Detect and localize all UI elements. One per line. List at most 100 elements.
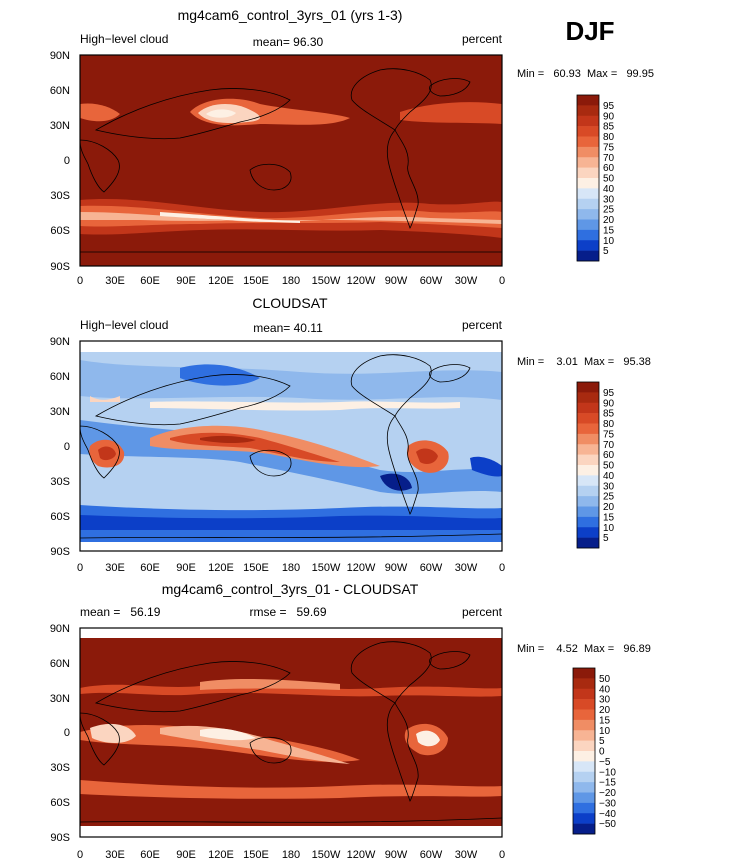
x-tick-label: 0 — [499, 849, 505, 861]
colorbar-frame — [572, 667, 596, 835]
colorbar-swatch — [573, 823, 595, 835]
colorbar-swatch — [577, 188, 599, 200]
colorbar-label: 80 — [603, 419, 615, 430]
colorbar-swatch — [577, 105, 599, 117]
y-tick-label: 60S — [50, 511, 70, 523]
colorbar-swatch — [573, 761, 595, 773]
x-tick-label: 90E — [176, 562, 196, 574]
colorbar-label: 10 — [603, 523, 615, 534]
x-tick-label: 60E — [140, 562, 160, 574]
colorbar-label: −15 — [599, 778, 616, 789]
x-tick-label: 30E — [105, 562, 125, 574]
panel-model: mg4cam6_control_3yrs_01 (yrs 1-3) High−l… — [50, 7, 654, 287]
colorbar-swatch — [573, 678, 595, 690]
panel-observation: CLOUDSAT High−level cloud mean= 40.11 pe… — [50, 295, 651, 574]
x-tick-label: 90E — [176, 849, 196, 861]
x-tick-label: 150W — [312, 275, 341, 287]
y-tick-label: 60N — [50, 658, 70, 670]
colorbar-label: −50 — [599, 819, 616, 830]
colorbar-swatch — [577, 250, 599, 262]
x-tick-label: 120E — [208, 562, 234, 574]
x-tick-label: 30W — [455, 849, 478, 861]
colorbar-label: 40 — [603, 184, 615, 195]
x-tick-label: 60E — [140, 849, 160, 861]
colorbar-swatch — [577, 485, 599, 497]
panel-center-label: mean= 96.30 — [253, 35, 324, 49]
colorbar-swatch — [573, 802, 595, 814]
x-tick-label: 120W — [347, 275, 376, 287]
x-tick-label: 30E — [105, 275, 125, 287]
x-tick-label: 120E — [208, 849, 234, 861]
colorbar-label: −30 — [599, 798, 616, 809]
colorbar-label: 10 — [603, 236, 615, 247]
panel-center-label: mean= 40.11 — [253, 321, 323, 335]
colorbar-label: 25 — [603, 205, 615, 216]
panel-right-label: percent — [462, 318, 503, 332]
panel-left-label: High−level cloud — [80, 318, 168, 332]
colorbar-label: 75 — [603, 429, 615, 440]
panel-left-label: mean = 56.19 — [80, 605, 161, 619]
y-tick-label: 90S — [50, 832, 70, 844]
colorbar-label: −40 — [599, 809, 616, 820]
x-tick-label: 60W — [420, 275, 443, 287]
y-tick-label: 30S — [50, 190, 70, 202]
map-frame — [79, 627, 503, 838]
x-tick-label: 30W — [455, 562, 478, 574]
colorbar-label: 25 — [603, 492, 615, 503]
colorbar-swatch — [577, 516, 599, 528]
colorbar-label: 40 — [603, 471, 615, 482]
colorbar-label: 85 — [603, 122, 615, 133]
colorbar-label: 60 — [603, 163, 615, 174]
x-tick-label: 90E — [176, 275, 196, 287]
coastlines — [80, 354, 502, 539]
y-tick-label: 0 — [64, 727, 70, 739]
colorbar-swatch — [577, 209, 599, 220]
colorbar-swatch — [577, 506, 599, 518]
y-tick-label: 90S — [50, 546, 70, 558]
map-field — [80, 55, 502, 266]
colorbar-swatch — [577, 229, 599, 241]
colorbar-label: 85 — [603, 409, 615, 420]
colorbar-swatch — [577, 178, 599, 189]
colorbar-label: 15 — [599, 715, 611, 726]
colorbar-swatch — [577, 465, 599, 476]
x-tick-label: 180 — [282, 275, 300, 287]
colorbar-label: 40 — [599, 684, 611, 695]
y-tick-label: 0 — [64, 441, 70, 453]
panel-title: mg4cam6_control_3yrs_01 (yrs 1-3) — [178, 7, 403, 23]
colorbar-swatch — [577, 392, 599, 404]
colorbar-label: 90 — [603, 398, 615, 409]
x-tick-label: 120W — [347, 849, 376, 861]
x-tick-label: 150E — [243, 275, 269, 287]
colorbar-label: −20 — [599, 788, 616, 799]
coastlines — [80, 68, 502, 253]
colorbar-swatch — [573, 699, 595, 710]
y-tick-label: 30S — [50, 476, 70, 488]
colorbar-swatch — [577, 167, 599, 179]
x-tick-label: 0 — [77, 849, 83, 861]
colorbar-label: 90 — [603, 111, 615, 122]
y-tick-label: 60S — [50, 225, 70, 237]
colorbar-label: 95 — [603, 388, 615, 399]
x-tick-label: 120W — [347, 562, 376, 574]
colorbar-swatch — [573, 792, 595, 804]
y-tick-label: 30N — [50, 693, 70, 705]
y-tick-label: 60N — [50, 85, 70, 97]
colorbar-swatch — [573, 751, 595, 762]
x-tick-label: 180 — [282, 562, 300, 574]
colorbar-label: 20 — [603, 502, 615, 513]
panel-title: CLOUDSAT — [252, 295, 328, 311]
panel-difference: mg4cam6_control_3yrs_01 - CLOUDSAT mean … — [50, 581, 651, 861]
y-tick-label: 90N — [50, 336, 70, 348]
colorbar-swatch — [573, 668, 595, 679]
colorbar-swatch — [577, 413, 599, 424]
x-axis-ticks: 0 30E 60E 90E 120E 150E 180 150W 120W 90… — [77, 562, 505, 574]
colorbar-label: 70 — [603, 153, 615, 164]
colorbar-swatch — [577, 402, 599, 414]
map-field — [80, 341, 502, 551]
x-tick-label: 120E — [208, 275, 234, 287]
colorbar-swatch — [577, 115, 599, 127]
x-tick-label: 0 — [499, 562, 505, 574]
colorbar-label: 15 — [603, 512, 615, 523]
